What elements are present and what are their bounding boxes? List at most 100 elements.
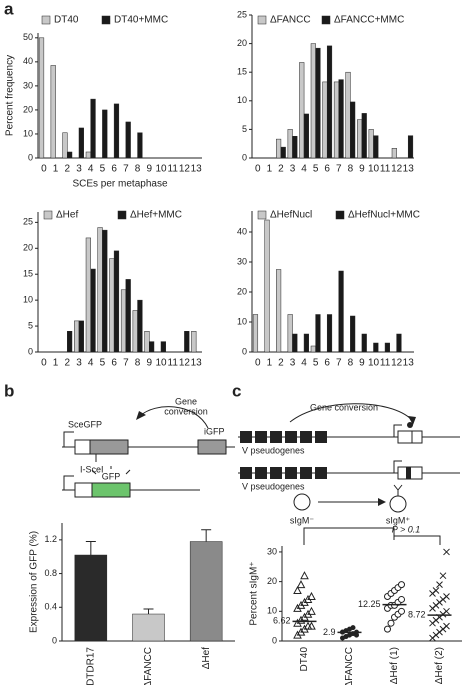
error-bar xyxy=(143,608,154,615)
y-tick-label: 0 xyxy=(272,635,277,645)
x-tick-label: 0 xyxy=(41,164,47,175)
promoter xyxy=(63,475,74,490)
x-tick-label: 1 xyxy=(267,164,273,175)
bar xyxy=(287,129,293,159)
y-tick-label: 10 xyxy=(267,606,277,616)
y-tick-label: 25 xyxy=(237,9,247,19)
median-label: 12.25 xyxy=(358,599,381,609)
x-tick-label: 12 xyxy=(391,164,403,175)
x-tick-label: 7 xyxy=(123,164,129,175)
x-tick-label: 10 xyxy=(155,164,167,175)
median-label: 2.9 xyxy=(323,627,336,637)
y-tick-label: 20 xyxy=(23,104,33,114)
bar xyxy=(90,268,96,353)
y-tick-label: 0 xyxy=(28,346,33,356)
gene-box xyxy=(197,439,227,455)
arrowhead xyxy=(136,411,146,420)
y-tick-label: 30 xyxy=(23,80,33,90)
x-tick-label: 2 xyxy=(278,358,284,369)
x-tick-label: 11 xyxy=(168,358,179,369)
x-tick-label: 10 xyxy=(368,164,380,175)
point xyxy=(443,607,450,615)
x-tick-label: 0 xyxy=(255,164,261,175)
x-tick-label: 5 xyxy=(313,164,319,175)
bar xyxy=(144,331,150,353)
bar xyxy=(85,237,91,353)
point xyxy=(296,580,306,589)
x-tick-label: 8 xyxy=(135,358,141,369)
bar xyxy=(149,341,155,353)
point xyxy=(443,593,450,600)
point xyxy=(443,548,450,556)
antibody xyxy=(393,484,403,496)
promoter xyxy=(393,460,402,473)
bar xyxy=(315,47,321,159)
x-tick-label: 0 xyxy=(255,358,261,369)
bar xyxy=(90,98,96,159)
x-tick-label: 12 xyxy=(179,358,191,369)
bar xyxy=(303,333,309,353)
panel-label: b xyxy=(4,381,14,400)
arrowhead xyxy=(378,498,386,506)
median-label: 8.72 xyxy=(408,609,426,619)
point xyxy=(398,581,405,589)
gene-box xyxy=(74,439,91,455)
point xyxy=(307,606,316,615)
bar xyxy=(315,314,321,353)
y-tick-label: 0 xyxy=(242,152,247,162)
diagram-label: GFP xyxy=(102,471,121,481)
bar xyxy=(322,81,328,159)
diagram-label: conversion xyxy=(164,406,208,416)
x-tick-label: 9 xyxy=(147,164,153,175)
error-bar xyxy=(85,541,96,556)
x-tick-label: 9 xyxy=(147,358,153,369)
point xyxy=(293,585,302,595)
bar xyxy=(396,333,402,353)
panel-label: c xyxy=(232,381,241,400)
arrowhead xyxy=(408,416,416,425)
bar xyxy=(287,314,293,353)
bar xyxy=(310,43,316,159)
x-tick-label: 7 xyxy=(336,164,342,175)
diagram-label: V pseudogenes xyxy=(242,481,305,491)
annotation: P > 0.1 xyxy=(392,524,420,534)
bar xyxy=(292,136,298,159)
x-tick-label: 2 xyxy=(65,358,71,369)
x-tick-label: 9 xyxy=(359,358,365,369)
y-axis-label: Percent sIgM⁺ xyxy=(249,561,260,625)
x-tick-label: 3 xyxy=(76,358,82,369)
gene-box xyxy=(74,482,93,498)
bar xyxy=(373,342,379,353)
y-tick-label: 0.8 xyxy=(44,568,57,578)
bar xyxy=(78,320,84,353)
schematic-c: Gene conversion V pseudogenes V pseudoge… xyxy=(238,402,460,545)
bar xyxy=(299,62,305,159)
bar xyxy=(264,219,270,353)
bar xyxy=(391,148,397,159)
legend-swatch xyxy=(43,210,53,220)
x-tick-label: 6 xyxy=(111,358,117,369)
bar xyxy=(361,113,367,159)
point xyxy=(350,625,356,631)
bar xyxy=(326,45,333,159)
panel-label: a xyxy=(4,0,14,18)
bar xyxy=(74,320,80,353)
x-tick-label: 3 xyxy=(76,164,82,175)
bar xyxy=(132,613,165,642)
point xyxy=(354,632,359,638)
bar xyxy=(137,299,143,353)
bar xyxy=(407,135,414,159)
diagram-label: I-SceI xyxy=(80,464,104,474)
y-tick-label: 20 xyxy=(267,576,277,586)
diagram-label: iGFP xyxy=(204,426,225,436)
bar xyxy=(350,315,356,353)
x-tick-label: 1 xyxy=(53,164,59,175)
x-tick-label: 11 xyxy=(380,358,391,369)
schematic-b: Gene conversion SceGFP iGFP I-SceI GFP xyxy=(62,396,235,498)
x-tick-label: 10 xyxy=(155,358,167,369)
bar xyxy=(50,65,56,159)
legend-label: ΔHefNucl xyxy=(270,210,312,221)
promoter xyxy=(393,424,402,437)
y-tick-label: 0 xyxy=(28,152,33,162)
